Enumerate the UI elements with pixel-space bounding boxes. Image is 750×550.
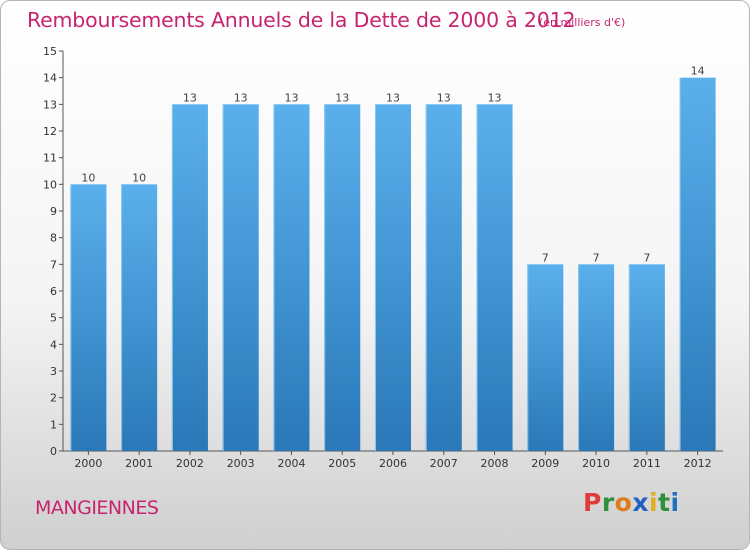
- x-tick-label: 2002: [176, 457, 204, 470]
- bar: [527, 264, 564, 451]
- x-tick-label: 2010: [582, 457, 610, 470]
- bar: [476, 104, 513, 451]
- x-tick-label: 2008: [481, 457, 509, 470]
- data-label: 13: [183, 91, 197, 104]
- data-label: 14: [691, 65, 705, 78]
- bar: [578, 264, 615, 451]
- y-tick-label: 11: [43, 152, 57, 165]
- data-label: 7: [593, 251, 600, 264]
- x-tick-label: 2012: [684, 457, 712, 470]
- y-tick-label: 8: [50, 232, 57, 245]
- y-tick-label: 9: [50, 205, 57, 218]
- x-tick-label: 2001: [125, 457, 153, 470]
- x-tick-label: 2003: [227, 457, 255, 470]
- data-label: 13: [386, 91, 400, 104]
- bar: [171, 104, 208, 451]
- y-tick-label: 2: [50, 392, 57, 405]
- y-tick-label: 10: [43, 178, 57, 191]
- data-label: 7: [643, 251, 650, 264]
- logo-letter: o: [614, 488, 633, 517]
- y-tick-label: 3: [50, 365, 57, 378]
- y-tick-label: 6: [50, 285, 57, 298]
- logo-letter: i: [649, 488, 659, 517]
- data-label: 13: [437, 91, 451, 104]
- bar: [324, 104, 361, 451]
- logo-letter: r: [601, 488, 615, 517]
- data-label: 10: [132, 171, 146, 184]
- data-label: 13: [488, 91, 502, 104]
- x-tick-label: 2004: [277, 457, 305, 470]
- chart-title: Remboursements Annuels de la Dette de 20…: [27, 8, 576, 32]
- chart-unit: (en milliers d'€): [539, 16, 626, 29]
- y-tick-label: 4: [50, 338, 57, 351]
- logo-letter: t: [658, 488, 671, 517]
- y-tick-label: 5: [50, 312, 57, 325]
- logo-letter: P: [583, 488, 602, 517]
- x-tick-label: 2006: [379, 457, 407, 470]
- x-tick-label: 2009: [531, 457, 559, 470]
- x-tick-label: 2005: [328, 457, 356, 470]
- proxiti-logo[interactable]: Proxiti: [583, 488, 680, 517]
- commune-name: MANGIENNES: [35, 497, 159, 519]
- data-label: 10: [81, 171, 95, 184]
- x-tick-label: 2000: [74, 457, 102, 470]
- logo-letter: i: [670, 488, 680, 517]
- y-tick-label: 7: [50, 258, 57, 271]
- bar: [425, 104, 462, 451]
- bar: [679, 77, 716, 452]
- data-label: 13: [284, 91, 298, 104]
- x-tick-label: 2011: [633, 457, 661, 470]
- data-label: 7: [542, 251, 549, 264]
- x-tick-label: 2007: [430, 457, 458, 470]
- bar: [222, 104, 259, 451]
- bar: [121, 184, 158, 452]
- y-tick-label: 12: [43, 125, 57, 138]
- y-tick-label: 0: [50, 445, 57, 458]
- data-label: 13: [234, 91, 248, 104]
- y-tick-label: 13: [43, 98, 57, 111]
- y-tick-label: 14: [43, 72, 57, 85]
- y-tick-label: 1: [50, 418, 57, 431]
- data-label: 13: [335, 91, 349, 104]
- bar: [273, 104, 310, 451]
- bar: [70, 184, 107, 452]
- bar: [628, 264, 665, 451]
- y-tick-label: 15: [43, 45, 57, 58]
- bar: [374, 104, 412, 451]
- logo-letter: x: [632, 488, 649, 517]
